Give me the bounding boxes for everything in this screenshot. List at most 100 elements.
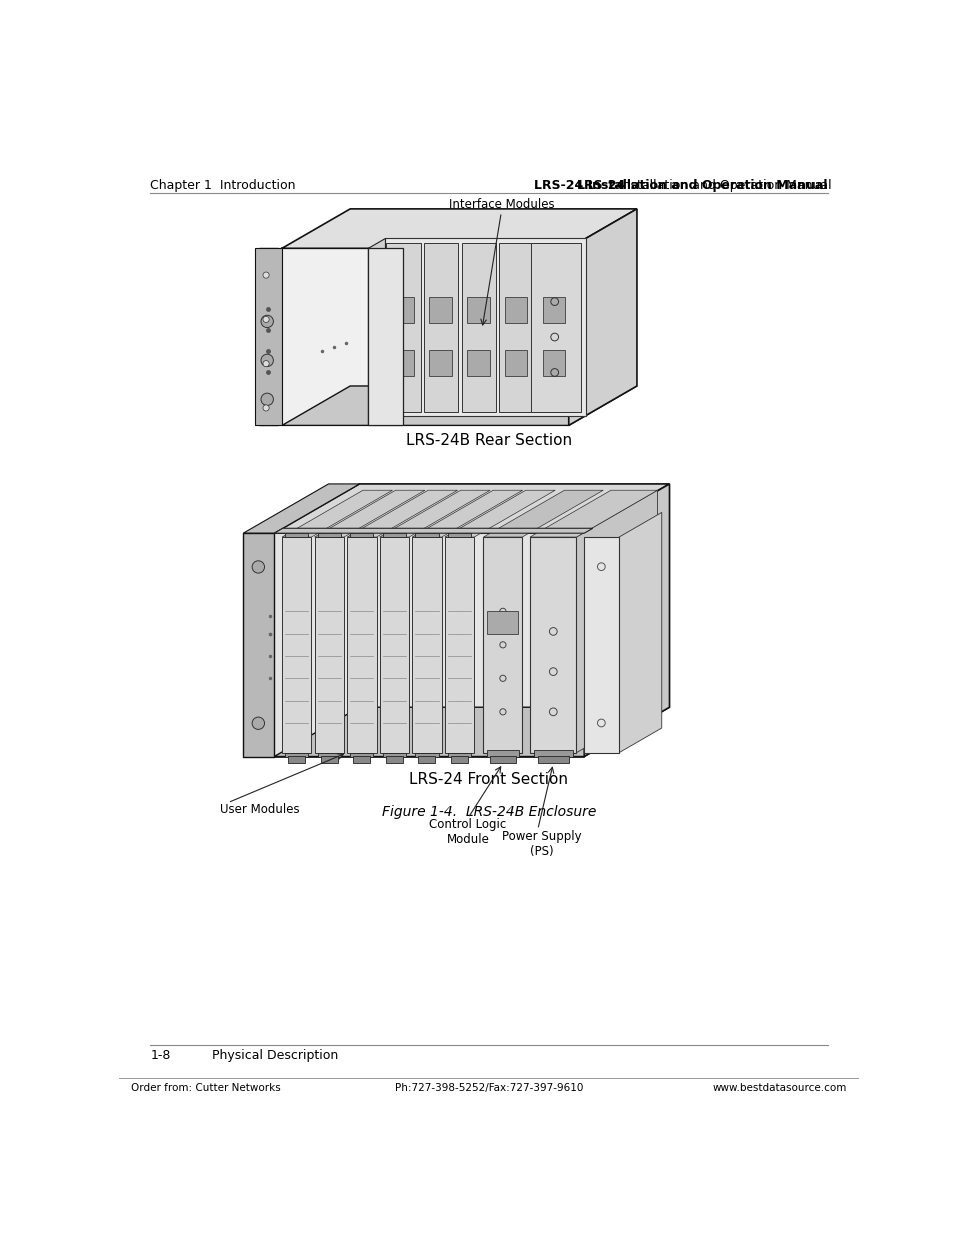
Polygon shape [576,490,657,752]
Polygon shape [274,708,669,757]
Polygon shape [243,534,274,757]
Polygon shape [444,490,555,537]
Polygon shape [317,752,340,757]
Polygon shape [285,752,308,757]
Polygon shape [379,537,409,752]
Text: Physical Description: Physical Description [212,1049,338,1062]
Text: www.bestdatasource.com: www.bestdatasource.com [712,1083,846,1093]
Polygon shape [489,756,516,763]
Polygon shape [504,296,527,324]
Text: LRS-24 Front Section: LRS-24 Front Section [409,772,568,787]
Text: User Modules: User Modules [220,803,299,815]
Polygon shape [320,756,337,763]
Text: Chapter 1  Introduction: Chapter 1 Introduction [150,179,295,191]
Polygon shape [412,490,522,537]
Polygon shape [274,534,583,757]
Circle shape [261,393,274,405]
Circle shape [263,272,269,278]
Polygon shape [483,537,521,752]
Polygon shape [314,537,344,752]
Polygon shape [285,534,308,537]
Circle shape [263,316,269,322]
Polygon shape [537,756,568,763]
Polygon shape [415,752,438,757]
Polygon shape [274,484,669,534]
Polygon shape [568,209,637,425]
Polygon shape [317,534,340,537]
Polygon shape [347,490,457,537]
Polygon shape [498,243,534,412]
Polygon shape [429,296,452,324]
Polygon shape [314,490,424,537]
Polygon shape [353,756,370,763]
Polygon shape [447,534,471,537]
Polygon shape [530,537,576,752]
Text: Installation and Operation Manual: Installation and Operation Manual [615,179,831,191]
Polygon shape [282,387,637,425]
Polygon shape [530,243,580,412]
Polygon shape [415,534,438,537]
Polygon shape [368,238,385,425]
Text: Interface Modules: Interface Modules [448,198,554,211]
Polygon shape [504,350,527,377]
Circle shape [252,718,264,730]
Polygon shape [385,238,585,415]
Text: Control Logic
Module: Control Logic Module [429,818,506,846]
Polygon shape [282,490,392,537]
Text: Ph:727-398-5252/Fax:727-397-9610: Ph:727-398-5252/Fax:727-397-9610 [395,1083,582,1093]
Polygon shape [379,490,490,537]
Polygon shape [537,243,572,412]
Text: LRS-24B Rear Section: LRS-24B Rear Section [405,433,572,448]
Polygon shape [288,756,305,763]
Polygon shape [347,537,376,752]
Polygon shape [487,611,517,634]
Text: Power Supply
(PS): Power Supply (PS) [501,830,580,857]
Polygon shape [451,756,468,763]
Polygon shape [542,296,565,324]
Text: 1-8: 1-8 [150,1049,171,1062]
Circle shape [263,361,269,367]
Text: Order from: Cutter Networks: Order from: Cutter Networks [131,1083,280,1093]
Polygon shape [282,209,637,248]
Polygon shape [418,756,435,763]
Polygon shape [350,752,373,757]
Polygon shape [282,537,311,752]
Polygon shape [386,243,420,412]
Polygon shape [385,756,402,763]
Text: Figure 1-4.  LRS-24B Enclosure: Figure 1-4. LRS-24B Enclosure [381,805,596,819]
Circle shape [252,561,264,573]
Polygon shape [618,513,661,752]
Polygon shape [530,490,657,537]
Polygon shape [423,243,458,412]
Polygon shape [368,248,403,425]
Polygon shape [583,537,618,752]
Polygon shape [359,484,669,708]
Circle shape [261,354,274,367]
Polygon shape [461,243,496,412]
Text: LRS-24 Installation and Operation Manual: LRS-24 Installation and Operation Manual [534,179,827,191]
Polygon shape [254,248,282,425]
Polygon shape [350,534,373,537]
Polygon shape [534,751,572,757]
Polygon shape [412,537,441,752]
Polygon shape [382,534,406,537]
Polygon shape [447,752,471,757]
Circle shape [263,405,269,411]
Polygon shape [391,296,414,324]
Circle shape [261,315,274,327]
Polygon shape [282,248,568,425]
Polygon shape [542,350,565,377]
Polygon shape [274,529,592,534]
Polygon shape [429,350,452,377]
Polygon shape [583,484,669,757]
Polygon shape [486,751,518,757]
Polygon shape [391,350,414,377]
Polygon shape [466,296,489,324]
Polygon shape [466,350,489,377]
Polygon shape [382,752,406,757]
Polygon shape [444,537,474,752]
Polygon shape [483,490,602,537]
Polygon shape [243,484,359,534]
Text: LRS-24: LRS-24 [576,179,625,191]
Polygon shape [258,248,278,425]
